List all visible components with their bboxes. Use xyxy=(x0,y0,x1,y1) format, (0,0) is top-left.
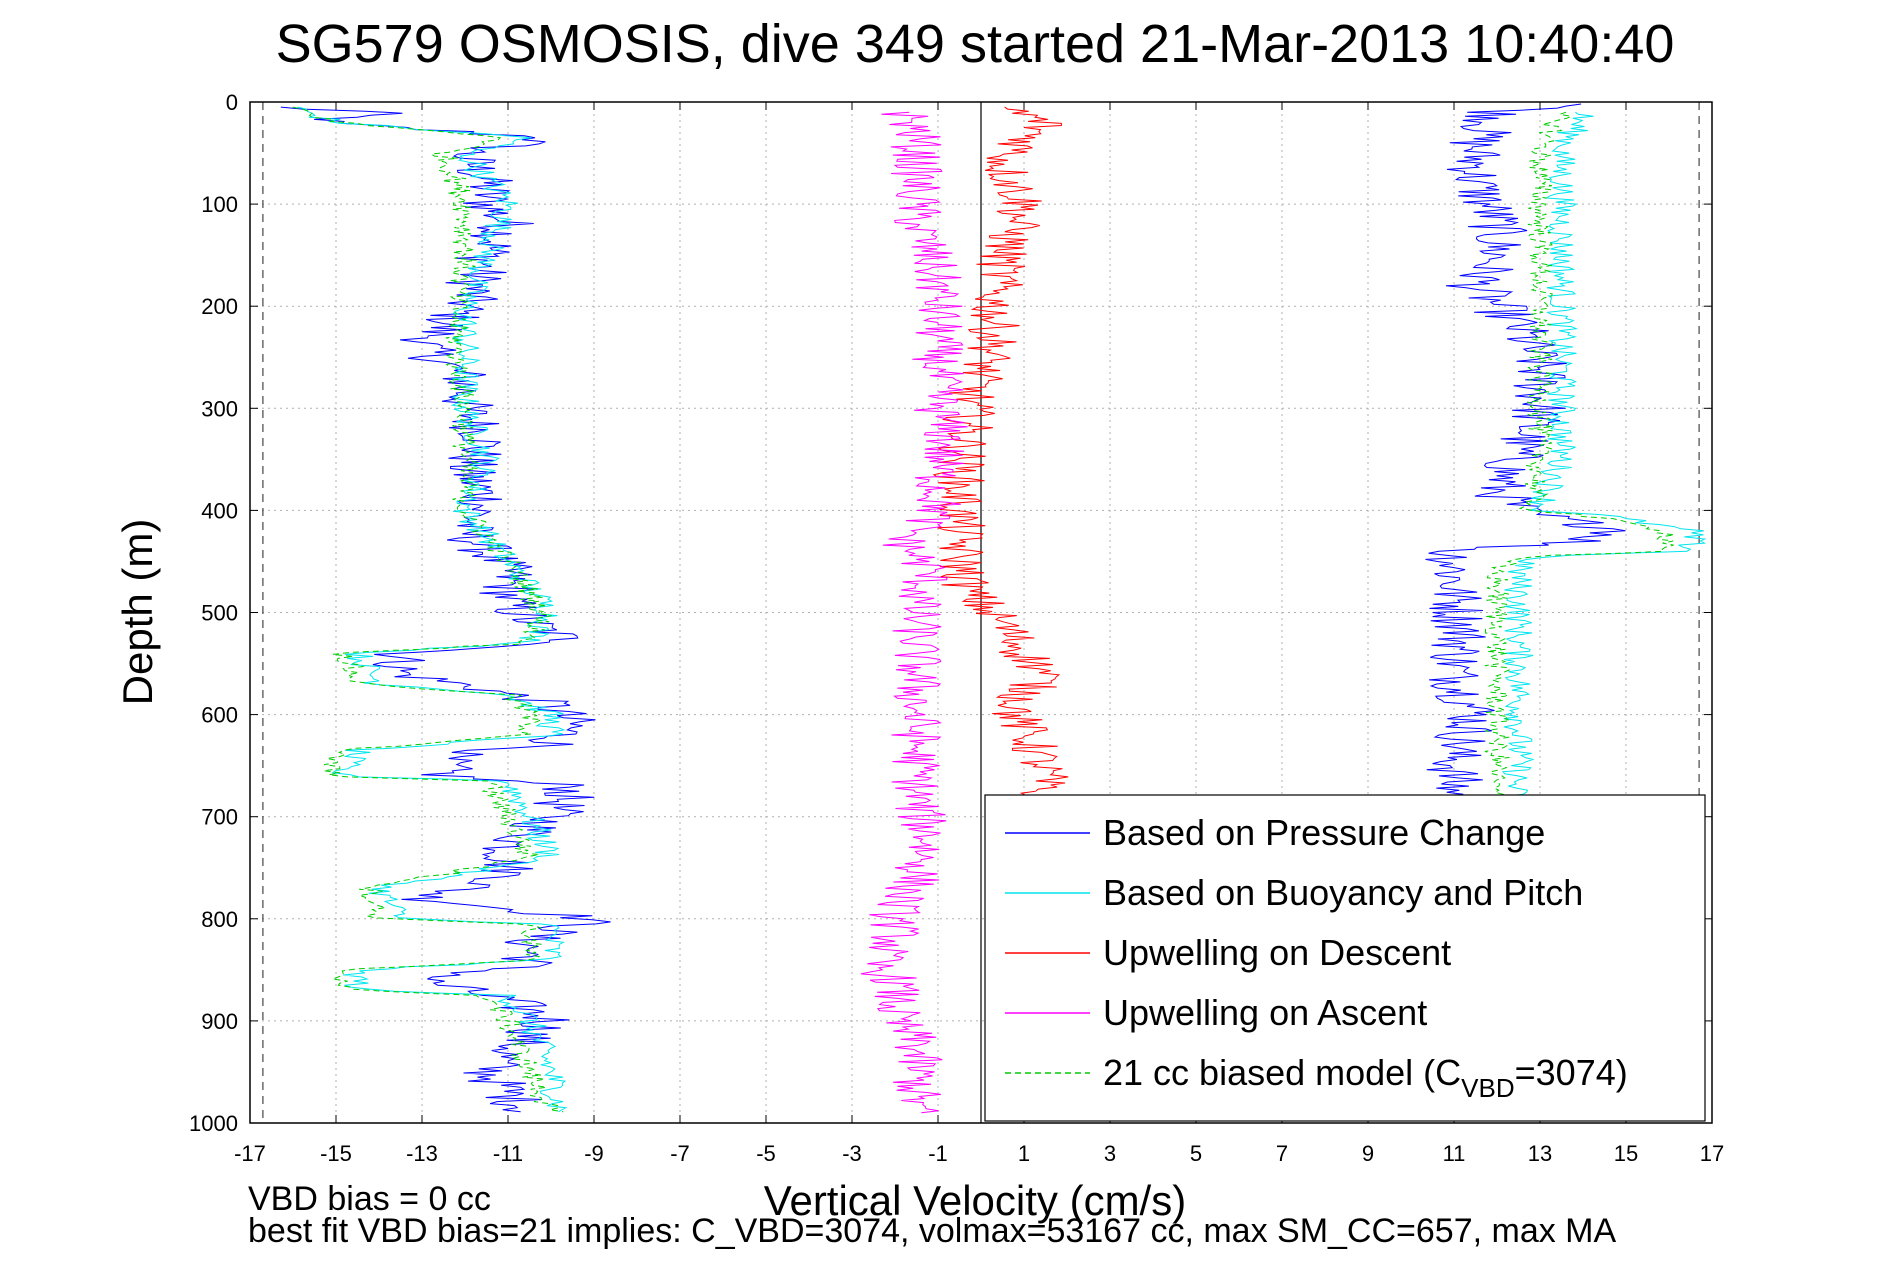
y-tick-label: 1000 xyxy=(189,1111,238,1136)
x-tick-label: -3 xyxy=(842,1141,862,1166)
legend-entry-label: Based on Buoyancy and Pitch xyxy=(1103,872,1583,913)
x-tick-label: -11 xyxy=(493,1141,523,1166)
x-tick-label: -7 xyxy=(670,1141,690,1166)
x-tick-label: 17 xyxy=(1700,1141,1724,1166)
legend: Based on Pressure Change Based on Buoyanc… xyxy=(984,794,1706,1122)
series-line-descent xyxy=(280,106,611,1113)
vbd-bias-annotation: VBD bias = 0 cc xyxy=(248,1180,491,1218)
legend-tail: =3074) xyxy=(1515,1052,1628,1093)
x-tick-label: -13 xyxy=(406,1141,438,1166)
legend-box xyxy=(984,794,1706,1122)
legend-entry-label: Upwelling on Descent xyxy=(1103,932,1451,973)
y-tick-label: 800 xyxy=(201,907,238,932)
y-tick-label: 200 xyxy=(201,294,238,319)
y-tick-label: 400 xyxy=(201,498,238,523)
legend-entry-label: Upwelling on Ascent xyxy=(1103,992,1427,1033)
x-tick-label: 11 xyxy=(1443,1141,1466,1166)
series-line-ascent xyxy=(860,111,968,1114)
best-fit-annotation: best fit VBD bias=21 implies: C_VBD=3074… xyxy=(248,1212,1617,1250)
y-axis-label: Depth (m) xyxy=(114,519,161,706)
y-tick-label: 0 xyxy=(226,90,238,115)
series-line-descent xyxy=(297,106,568,1113)
x-tick-label: -1 xyxy=(928,1141,948,1166)
x-tick-label: -17 xyxy=(234,1141,266,1166)
x-tick-label: 13 xyxy=(1528,1141,1552,1166)
ticks-layer: -17 -15 -13 -11 -9 -7 -5 -3 -1 1 3 5 7 9 11 13 15 1701002… xyxy=(189,90,1724,1166)
x-tick-label: 3 xyxy=(1104,1141,1116,1166)
y-tick-label: 700 xyxy=(201,805,238,830)
series-line-descent xyxy=(932,106,1069,796)
x-axis-label: Vertical Velocity (cm/s) xyxy=(764,1177,1186,1224)
series-21-cc-biased-model-c-vbd-3074- xyxy=(292,106,1675,1114)
x-tick-label: 9 xyxy=(1362,1141,1374,1166)
x-tick-label: 1 xyxy=(1018,1141,1030,1166)
series-line-ascent xyxy=(1475,111,1675,1114)
y-tick-label: 600 xyxy=(201,703,238,728)
y-tick-label: 900 xyxy=(201,1009,238,1034)
x-tick-label: 15 xyxy=(1614,1141,1638,1166)
x-tick-label: -15 xyxy=(320,1141,352,1166)
series-upwelling-on-ascent xyxy=(860,111,968,1114)
series-layer xyxy=(280,103,1707,1114)
legend-subscript: VBD xyxy=(1461,1073,1514,1103)
legend-entry-label: Based on Pressure Change xyxy=(1103,812,1545,853)
x-tick-label: 7 xyxy=(1276,1141,1288,1166)
y-tick-label: 100 xyxy=(201,192,238,217)
y-tick-label: 300 xyxy=(201,396,238,421)
y-tick-label: 500 xyxy=(201,601,238,626)
x-tick-label: -9 xyxy=(584,1141,604,1166)
series-line-descent xyxy=(292,106,564,1113)
x-tick-label: 5 xyxy=(1190,1141,1202,1166)
chart-title: SG579 OSMOSIS, dive 349 started 21-Mar-2… xyxy=(276,14,1675,74)
x-tick-label: -5 xyxy=(756,1141,776,1166)
series-upwelling-on-descent xyxy=(932,106,1069,796)
